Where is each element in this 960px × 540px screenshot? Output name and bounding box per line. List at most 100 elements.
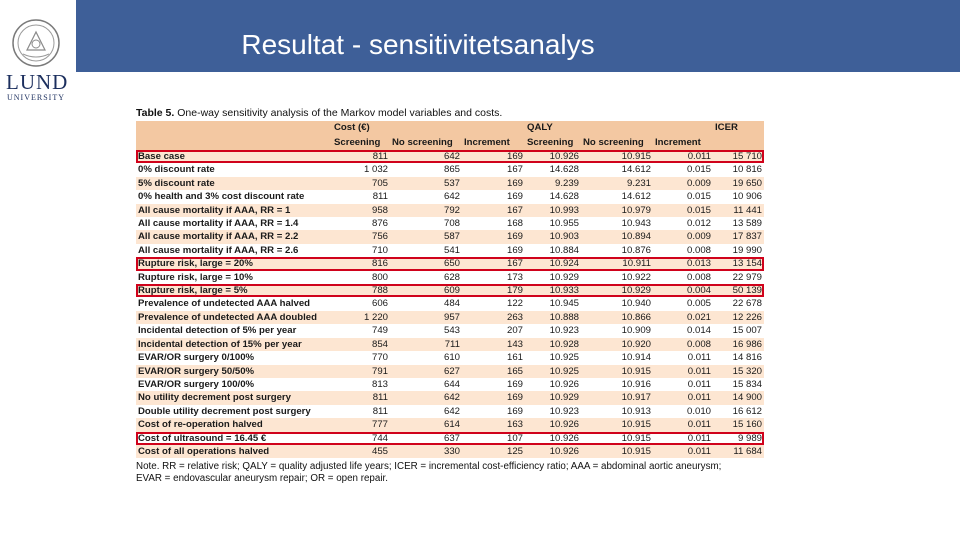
row-value-cell: 650 [390, 257, 462, 270]
table-row-highlighted: Rupture risk, large = 5% 788 609 179 10.933 1… [136, 284, 764, 298]
row-value-cell: 642 [443, 191, 460, 203]
row-value-cell: 14.628 [549, 164, 579, 176]
sub-header-cell: Screening [334, 136, 381, 148]
row-value-cell: 10.866 [621, 311, 651, 323]
row-value-cell: 10.924 [525, 257, 581, 270]
row-value-cell: 10.914 [621, 352, 651, 364]
table-row: All cause mortality if AAA, RR = 1.4 876 7… [136, 217, 764, 231]
slide-header: Resultat - sensitivitetsanalys LUND UNIV… [0, 0, 960, 102]
table-row: Prevalence of undetected AAA doubled 1 22… [136, 310, 764, 325]
row-value-cell: 14.628 [549, 191, 579, 203]
row-value-cell: 609 [390, 284, 462, 297]
row-value-cell: 587 [443, 231, 460, 243]
row-value-cell: 169 [506, 177, 523, 189]
table-row: Rupture risk, large = 10% 800 628 173 10.929… [136, 270, 764, 285]
row-value-cell: 0.008 [686, 244, 711, 256]
row-value-cell: 143 [506, 338, 523, 350]
row-value-cell: 642 [443, 392, 460, 404]
row-value-cell: 0.013 [653, 257, 713, 270]
row-value-cell: 958 [371, 204, 388, 216]
row-value-cell: 14.612 [621, 191, 651, 203]
row-value-cell: 15 160 [732, 419, 762, 431]
row-value-cell: 816 [332, 257, 390, 270]
sub-header-cell: No screening [583, 136, 644, 148]
row-value-cell: 11 441 [733, 204, 762, 216]
row-value-cell: 0.011 [687, 392, 711, 404]
row-value-cell: 14.612 [621, 164, 651, 176]
sub-header-cell [713, 136, 764, 151]
row-value-cell: 770 [371, 352, 388, 364]
row-label: EVAR/OR surgery 100/0% [138, 378, 255, 390]
row-value-cell: 10.884 [549, 244, 579, 256]
row-value-cell: 14 816 [732, 352, 762, 364]
table-row: EVAR/OR surgery 50/50% 791 627 165 10.925 10.… [136, 364, 764, 378]
row-label: EVAR/OR surgery 0/100% [138, 352, 255, 364]
row-value-cell: 10.876 [621, 244, 651, 256]
row-value-cell: 0.009 [686, 231, 711, 243]
row-value-cell: 854 [371, 338, 388, 350]
group-header-cell: Cost (€) [334, 122, 370, 133]
row-label: Rupture risk, large = 20% [136, 257, 332, 270]
table-row: All cause mortality if AAA, RR = 2.6 710 5… [136, 243, 764, 258]
row-value-cell: 179 [462, 284, 525, 297]
row-value-cell: 13 154 [713, 257, 764, 270]
row-value-cell: 10.926 [549, 445, 579, 457]
row-value-cell: 10.911 [581, 257, 653, 270]
row-value-cell: 0.015 [686, 164, 711, 176]
caption-label: Table 5. [136, 107, 175, 119]
group-header-cell [653, 121, 713, 136]
row-value-cell: 0.011 [653, 432, 713, 445]
row-value-cell: 610 [443, 352, 460, 364]
table-row: 0% discount rate 1 032 865 167 14.628 14.612 0… [136, 163, 764, 177]
row-label: All cause mortality if AAA, RR = 2.2 [138, 231, 299, 243]
table-row: 0% health and 3% cost discount rate 811 64… [136, 190, 764, 204]
table-note-line-1: Note. RR = relative risk; QALY = quality… [136, 461, 722, 473]
row-value-cell: 644 [443, 378, 460, 390]
row-value-cell: 9 989 [713, 432, 764, 445]
row-value-cell: 749 [371, 325, 388, 337]
group-header-cell: QALY [527, 122, 553, 133]
row-value-cell: 10.915 [621, 419, 651, 431]
sub-header-cell: Increment [464, 136, 510, 148]
row-value-cell: 11 684 [733, 445, 762, 457]
row-value-cell: 10.923 [549, 405, 579, 417]
university-seal-icon [12, 19, 60, 67]
row-value-cell: 50 139 [713, 284, 764, 297]
row-value-cell: 10.915 [581, 150, 653, 163]
row-value-cell: 606 [371, 298, 388, 310]
row-value-cell: 811 [372, 191, 388, 203]
row-value-cell: 10.943 [621, 218, 651, 230]
table-body: Base case 811 642 169 10.926 10.915 0.011 15 71… [136, 150, 764, 459]
row-value-cell: 16 986 [732, 338, 762, 350]
row-value-cell: 12 226 [732, 311, 762, 323]
row-value-cell: 19 990 [732, 244, 762, 256]
row-label: Rupture risk, large = 10% [138, 271, 253, 283]
row-value-cell: 10.903 [549, 231, 579, 243]
row-label: 5% discount rate [138, 177, 215, 189]
row-value-cell: 537 [443, 177, 460, 189]
row-label: No utility decrement post surgery [138, 392, 291, 404]
table-row: No utility decrement post surgery 811 642 1… [136, 391, 764, 405]
row-value-cell: 0.004 [653, 284, 713, 297]
row-value-cell: 0.011 [687, 378, 711, 390]
logo-subtext: UNIVERSITY [7, 93, 65, 102]
row-value-cell: 10.979 [621, 204, 651, 216]
row-value-cell: 330 [443, 445, 460, 457]
row-value-cell: 710 [371, 244, 388, 256]
row-label: 0% discount rate [138, 164, 215, 176]
row-value-cell: 207 [506, 325, 523, 337]
row-value-cell: 169 [506, 244, 523, 256]
row-label: Cost of ultrasound = 16.45 € [136, 432, 332, 445]
row-value-cell: 15 834 [732, 378, 762, 390]
row-value-cell: 642 [443, 405, 460, 417]
row-value-cell: 0.011 [653, 150, 713, 163]
row-value-cell: 22 979 [732, 271, 762, 283]
slide-title: Resultat - sensitivitetsanalys [241, 29, 595, 60]
row-value-cell: 543 [443, 325, 460, 337]
logo-wordmark: LUND [6, 70, 69, 94]
row-value-cell: 10.925 [549, 352, 579, 364]
row-label: Incidental detection of 5% per year [138, 325, 297, 337]
row-value-cell: 10.928 [549, 338, 579, 350]
row-value-cell: 1 220 [363, 311, 388, 323]
row-label: All cause mortality if AAA, RR = 2.6 [138, 244, 299, 256]
